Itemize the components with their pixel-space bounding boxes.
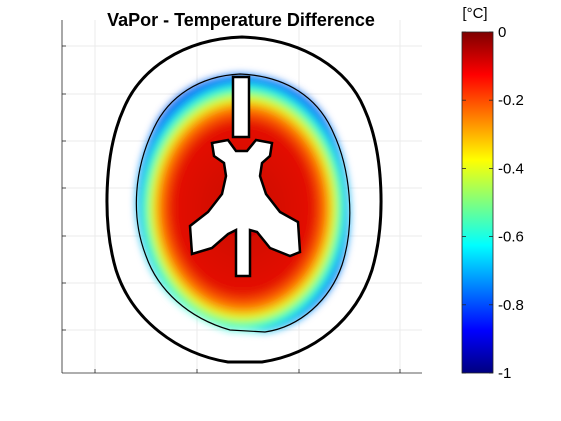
colorbar-tick-label: -0.8 [498, 297, 524, 314]
midline-fissure [231, 75, 251, 139]
chart-title: VaPor - Temperature Difference [107, 10, 375, 30]
colorbar-tick-label: 0 [498, 24, 506, 41]
colorbar-ticks: 0 -0.2 -0.4 -0.6 -0.8 -1 [462, 24, 524, 382]
colorbar-unit: [°C] [462, 5, 487, 22]
colorbar-tick-label: -0.4 [498, 160, 524, 177]
colorbar-frame [461, 31, 494, 374]
ventricles [188, 75, 302, 278]
colorbar-tick-label: -0.6 [498, 229, 524, 246]
skull-contour [105, 35, 383, 364]
colorbar-tick-label: -0.2 [498, 92, 524, 109]
brain-region-edge [135, 73, 351, 333]
colorbar [462, 32, 493, 373]
axes-box [61, 20, 422, 374]
colorbar-tick-label: -1 [498, 365, 511, 382]
lateral-ventricles [188, 138, 302, 278]
